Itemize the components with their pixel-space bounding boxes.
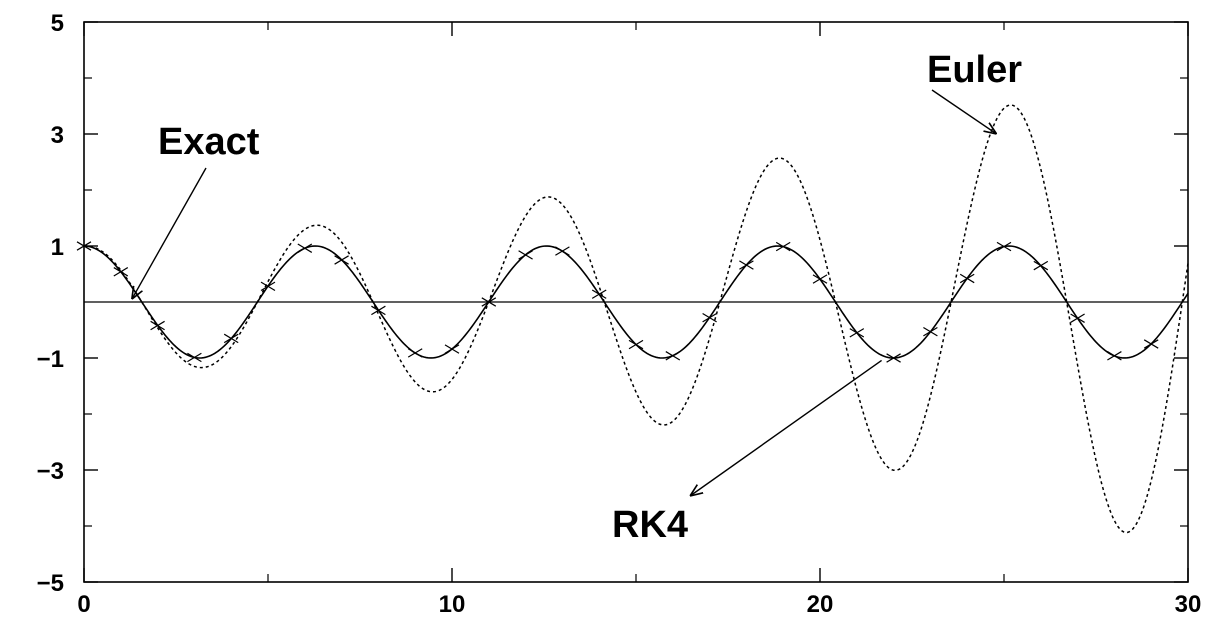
- series-rk4-point: [849, 328, 865, 338]
- series-rk4-point: [444, 344, 460, 354]
- series-rk4-point: [518, 250, 533, 260]
- x-tick-label: 30: [1175, 591, 1202, 618]
- annotation-exact-label: Exact: [158, 121, 260, 163]
- series-rk4-point: [113, 267, 129, 277]
- series-rk4-point: [297, 243, 313, 253]
- y-tick-label: −1: [37, 346, 64, 373]
- series-rk4-point: [739, 260, 754, 270]
- series-rk4-point: [1033, 260, 1049, 271]
- x-tick-label: 20: [807, 591, 834, 618]
- annotation-exact-arrow: [132, 167, 207, 299]
- series-rk4-point: [702, 312, 717, 323]
- series-rk4-point: [187, 352, 202, 363]
- y-tick-label: 3: [51, 122, 64, 149]
- series-rk4-markers: [76, 241, 1159, 363]
- x-tick-label: 10: [439, 591, 466, 618]
- series-rk4-point: [76, 241, 92, 251]
- y-tick-label: 1: [51, 234, 64, 261]
- series-rk4-point: [223, 333, 239, 344]
- series-layer: [76, 104, 1189, 534]
- series-rk4-point: [886, 353, 901, 363]
- series-rk4-point: [628, 339, 644, 350]
- series-rk4-point: [481, 297, 497, 307]
- series-rk4-point: [923, 326, 938, 337]
- annotations-layer: Exact Euler RK4: [132, 49, 1022, 546]
- y-tick-label: −3: [37, 458, 64, 485]
- series-rk4-point: [1143, 339, 1159, 349]
- series-rk4-point: [260, 281, 276, 292]
- series-rk4-point: [334, 255, 349, 265]
- series-rk4-point: [1070, 313, 1085, 323]
- series-rk4-point: [150, 320, 165, 331]
- series-rk4-point: [812, 274, 828, 284]
- axes-layer: 0 10 20 30 −5 −3 −1 1 3 5: [37, 10, 1202, 618]
- series-rk4-point: [775, 241, 791, 252]
- y-tick-label: 5: [51, 10, 64, 37]
- annotation-rk4-label: RK4: [612, 504, 688, 546]
- series-euler-line: [83, 104, 1189, 534]
- series-rk4-point: [407, 348, 423, 358]
- annotation-euler-arrow: [931, 89, 997, 134]
- annotation-euler-label: Euler: [927, 49, 1022, 91]
- series-rk4-point: [555, 246, 570, 256]
- series-rk4-point: [591, 289, 607, 299]
- series-rk4-point: [665, 351, 681, 361]
- y-tick-label: −5: [37, 570, 64, 597]
- series-rk4-point: [996, 241, 1012, 252]
- series-rk4-point: [1107, 351, 1122, 361]
- x-tick-label: 0: [77, 591, 90, 618]
- series-rk4-point: [371, 305, 386, 316]
- annotation-rk4-arrow: [690, 359, 883, 496]
- series-rk4-point: [959, 273, 975, 284]
